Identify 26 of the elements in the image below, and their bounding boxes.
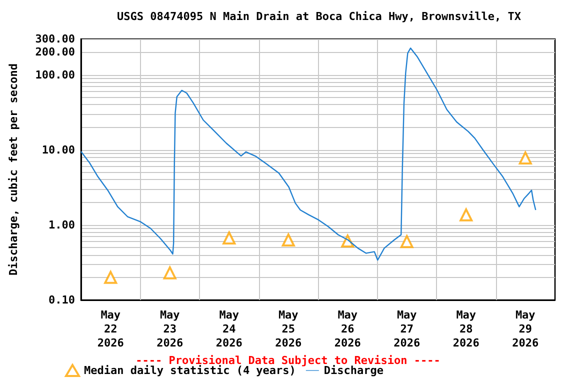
- x-tick-label: May 23 2026: [156, 308, 184, 350]
- y-tick-label: 1.00: [48, 218, 75, 232]
- x-tick-label: May 25 2026: [275, 308, 302, 350]
- legend-label: Discharge: [324, 364, 384, 377]
- point: [518, 151, 532, 164]
- x-tick-label: May 28 2026: [452, 308, 480, 350]
- point: [460, 208, 473, 222]
- point: [104, 270, 118, 284]
- legend-label: Median daily statistic (4 years): [84, 364, 296, 377]
- point: [400, 235, 414, 248]
- y-axis-title: Discharge, cubic feet per second: [7, 64, 20, 276]
- y-tick-label: 300.00: [35, 32, 75, 46]
- x-tick-label: May 26 2026: [334, 308, 362, 350]
- x-tick-label: May 22 2026: [97, 308, 124, 350]
- point: [222, 231, 236, 244]
- x-tick-label: May 24 2026: [216, 308, 243, 350]
- y-tick-label: 100.00: [35, 68, 75, 82]
- y-tick-label: 200.00: [35, 46, 75, 59]
- y-tick-label: 0.10: [48, 294, 75, 306]
- x-tick-label: May 27 2026: [394, 308, 420, 350]
- point: [282, 234, 295, 246]
- x-tick-label: May 29 2026: [512, 308, 539, 350]
- line-series: [80, 47, 536, 261]
- point: [163, 266, 176, 280]
- y-tick-label: 10.00: [42, 143, 75, 156]
- chart-title: USGS 08474095 N Main Drain at Boca Chica Hwy, Brownsville, TX: [117, 10, 522, 23]
